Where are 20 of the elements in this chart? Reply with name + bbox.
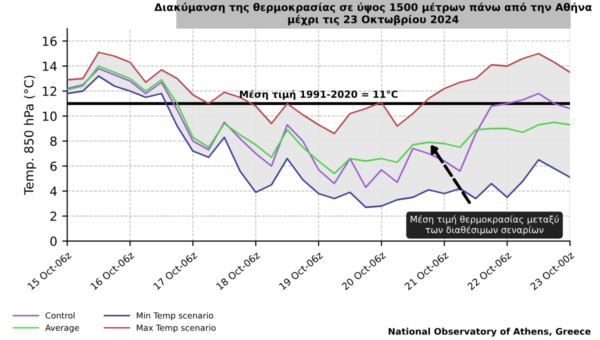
y-tick-label: 2 xyxy=(50,212,56,221)
line-series xyxy=(67,75,570,208)
legend-label: Average xyxy=(45,324,79,332)
y-tick-label: 8 xyxy=(50,136,57,146)
text: National Observatory of Athens, Greece xyxy=(388,328,591,337)
ref-line-label: Μέση τιμή 1991-2020 = 11°C xyxy=(240,90,398,100)
y-axis-title: Temp. 850 hPa (°C) xyxy=(24,76,36,196)
y-tick-label: 10 xyxy=(42,112,57,121)
y-tick-label: 16 xyxy=(42,36,57,46)
line-series xyxy=(67,52,570,134)
y-tick-label: 4 xyxy=(50,186,57,196)
y-tick-label: 6 xyxy=(50,162,57,171)
legend-label: Min Temp scenario xyxy=(136,312,214,320)
y-tick-label: 12 xyxy=(42,86,56,96)
y-tick-label: 0 xyxy=(50,236,57,246)
chart-title: Διακύμανση της θερμοκρασίας σε ύψος 1500 μέτρων πάνω από την Αθήνα μέχρι τις 23 Οκτωβρίου 2024 xyxy=(154,2,592,26)
annotation: Μέση τιμή θερμοκρασίας μεταξύ των διαθέσιμων σεναρίων xyxy=(410,215,559,235)
legend-label: Max Temp scenario xyxy=(136,324,216,332)
legend-label: Control xyxy=(46,312,75,319)
y-tick-label: 14 xyxy=(42,62,57,71)
